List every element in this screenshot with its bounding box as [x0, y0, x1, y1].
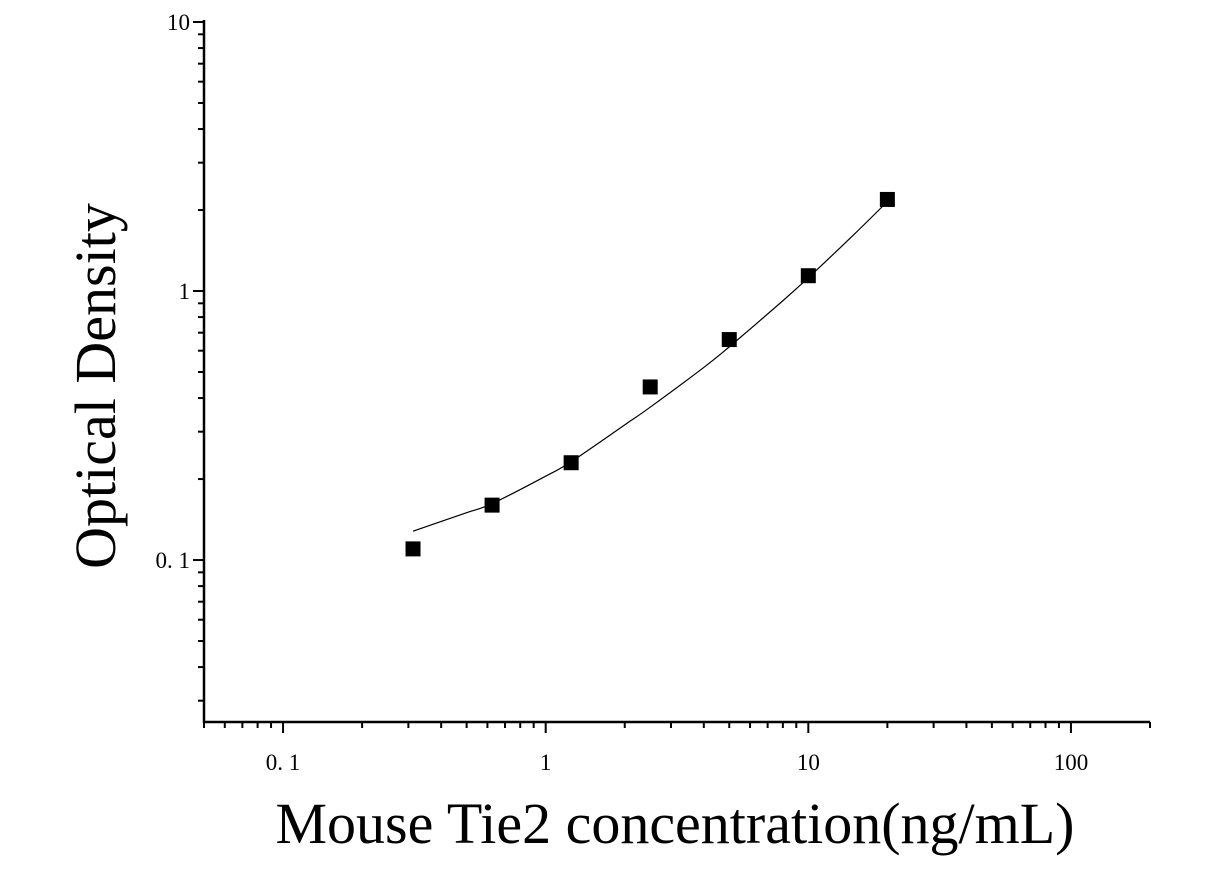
x-tick-label: 0. 1 — [266, 750, 301, 775]
y-axis-title: Optical Density — [63, 203, 128, 569]
x-tick-label: 100 — [1054, 750, 1089, 775]
data-point — [879, 191, 895, 207]
data-point — [721, 332, 737, 348]
data-point — [484, 497, 500, 513]
data-points-layer — [405, 191, 895, 557]
data-point — [800, 268, 816, 284]
axes: 0. 1 1 10 100 0. 1 1 10 — [156, 10, 1151, 775]
fit-curve — [412, 201, 888, 532]
x-tick-label: 1 — [540, 750, 552, 775]
data-point — [405, 541, 421, 557]
y-tick-label: 1 — [179, 279, 191, 304]
y-tick-label: 0. 1 — [156, 548, 191, 573]
y-tick-label: 10 — [167, 10, 190, 35]
data-point — [563, 455, 579, 471]
data-point — [642, 379, 658, 395]
x-tick-label: 10 — [797, 750, 820, 775]
fit-curve-layer — [412, 201, 888, 532]
x-axis-title: Mouse Tie2 concentration(ng/mL) — [275, 791, 1074, 856]
